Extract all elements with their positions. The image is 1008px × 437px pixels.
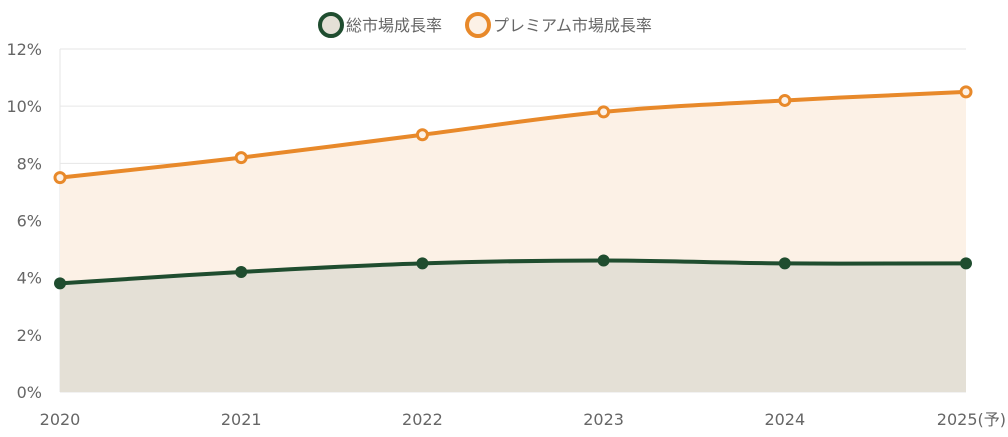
data-point-premium[interactable] bbox=[778, 93, 792, 107]
data-point-premium[interactable] bbox=[53, 171, 67, 185]
legend: 総市場成長率 プレミアム市場成長率 bbox=[318, 12, 652, 38]
legend-label-premium: プレミアム市場成長率 bbox=[493, 16, 652, 35]
series-lines bbox=[58, 89, 968, 286]
y-tick-label: 2% bbox=[17, 326, 42, 345]
x-tick-label: 2025(予) bbox=[937, 410, 1006, 429]
data-points bbox=[53, 85, 973, 290]
data-point-total[interactable] bbox=[416, 257, 429, 270]
data-point-total[interactable] bbox=[235, 265, 248, 278]
data-point-premium[interactable] bbox=[234, 151, 248, 165]
x-tick-label: 2024 bbox=[764, 410, 805, 429]
series-line-total bbox=[58, 258, 968, 286]
y-tick-label: 0% bbox=[17, 383, 42, 402]
y-tick-label: 4% bbox=[17, 269, 42, 288]
x-tick-label: 2020 bbox=[40, 410, 81, 429]
data-point-total[interactable] bbox=[597, 254, 610, 267]
data-point-total[interactable] bbox=[778, 257, 791, 270]
y-axis: 0% 2% 4% 6% 8% 10% 12% bbox=[6, 40, 42, 402]
x-tick-label: 2021 bbox=[221, 410, 262, 429]
y-tick-label: 12% bbox=[6, 40, 42, 59]
x-axis: 2020 2021 2022 2023 2024 2025(予) bbox=[40, 410, 1006, 429]
x-tick-label: 2023 bbox=[583, 410, 624, 429]
legend-marker-premium bbox=[465, 12, 491, 38]
legend-marker-total bbox=[318, 12, 344, 38]
y-tick-label: 10% bbox=[6, 97, 42, 116]
data-point-premium[interactable] bbox=[597, 105, 611, 119]
x-tick-label: 2022 bbox=[402, 410, 443, 429]
series-areas bbox=[60, 91, 966, 392]
y-tick-label: 8% bbox=[17, 154, 42, 173]
data-point-total[interactable] bbox=[960, 257, 972, 270]
legend-label-total: 総市場成長率 bbox=[346, 16, 442, 35]
data-point-premium[interactable] bbox=[415, 128, 429, 142]
data-point-premium[interactable] bbox=[959, 85, 973, 99]
y-tick-label: 6% bbox=[17, 212, 42, 231]
area-fill-total bbox=[60, 260, 966, 392]
series-line-premium bbox=[58, 89, 968, 180]
data-point-total[interactable] bbox=[54, 277, 66, 290]
